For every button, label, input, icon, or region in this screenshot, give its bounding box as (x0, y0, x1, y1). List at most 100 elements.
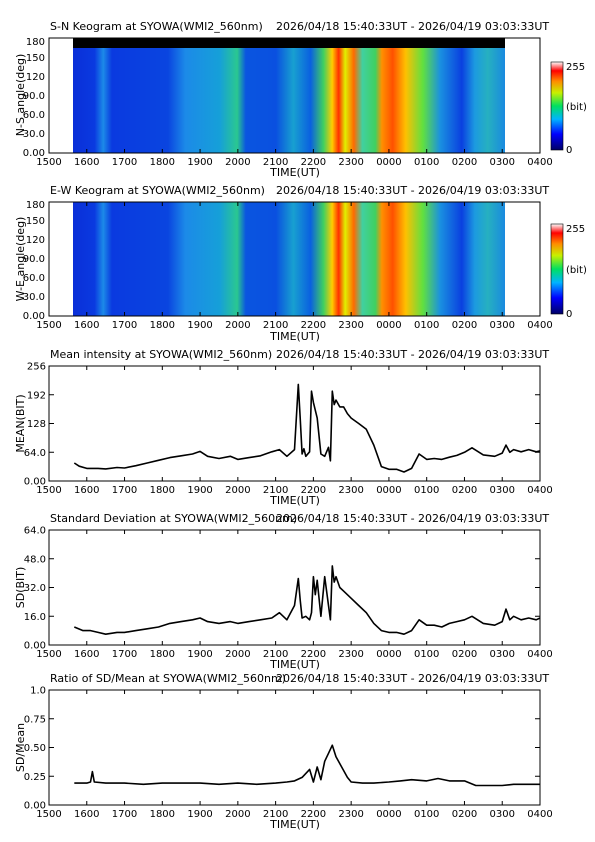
sn-ytick-0: 0.00 (23, 148, 45, 159)
mean-chart-title: Mean intensity at SYOWA(WMI2_560nm) (50, 348, 272, 361)
ew-ytick-0: 0.00 (23, 311, 45, 322)
sd-chart-ytick-label: 64.0 (24, 526, 46, 537)
mean-chart-panel: Mean intensity at SYOWA(WMI2_560nm) 2026/… (14, 348, 553, 507)
mean-chart-time-range: 2026/04/18 15:40:33UT - 2026/04/19 03:03… (276, 348, 549, 361)
sn-keogram-top-band (73, 38, 505, 48)
ew-keogram-image (73, 202, 505, 316)
sd-chart-ytick-label: 16.0 (24, 612, 46, 623)
ratio-chart-xtick-label: 2100 (263, 809, 288, 820)
sn-keogram-xtick-label: 2200 (301, 157, 326, 168)
sn-colorbar-min: 0 (566, 145, 572, 156)
ratio-chart-series-line (74, 744, 540, 787)
ratio-chart-xtick-label: 0400 (527, 809, 552, 820)
ratio-chart-time-range: 2026/04/18 15:40:33UT - 2026/04/19 03:03… (276, 672, 549, 685)
sn-colorbar-scale (550, 61, 564, 151)
sn-keogram-xtick-label: 0200 (452, 157, 477, 168)
sn-ytick-3: 90.0 (23, 91, 45, 102)
sd-chart-ytick-label: 0.00 (24, 641, 46, 652)
sd-chart-xlabel: TIME(UT) (269, 658, 320, 671)
sd-chart-frame (48, 529, 541, 646)
sd-chart-xtick-label: 1500 (36, 649, 61, 660)
ew-colorbar-unit: (bit) (566, 265, 587, 276)
ew-colorbar-min: 0 (566, 309, 572, 320)
sd-chart-time-range: 2026/04/18 15:40:33UT - 2026/04/19 03:03… (276, 512, 549, 525)
sn-keogram-y-ticks: 0.00 30.0 60.0 90.0 120 150 180 (23, 37, 45, 159)
sd-chart-xtick-label: 2000 (225, 649, 250, 660)
mean-chart-ytick-label: 256 (27, 362, 46, 373)
mean-chart-xtick-label: 2100 (263, 485, 288, 496)
sd-chart-xtick-label: 0000 (376, 649, 401, 660)
ew-ytick-4: 120 (26, 235, 45, 246)
ew-keogram-xtick-label: 1900 (187, 320, 212, 331)
ew-keogram-xtick-label: 2100 (263, 320, 288, 331)
ew-keogram-xtick-label: 1600 (74, 320, 99, 331)
ew-keogram-nodata (49, 202, 73, 316)
ew-keogram-time-range: 2026/04/18 15:40:33UT - 2026/04/19 03:03… (276, 184, 549, 197)
ratio-chart-ytick-label: 0.00 (24, 801, 46, 812)
sn-keogram-time-range: 2026/04/18 15:40:33UT - 2026/04/19 03:03… (276, 20, 549, 33)
sn-keogram-xtick-label: 0000 (376, 157, 401, 168)
sd-chart-ytick-label: 48.0 (24, 554, 46, 565)
ratio-chart-ytick-label: 0.25 (24, 772, 46, 783)
mean-chart-xtick-label: 2200 (301, 485, 326, 496)
sn-keogram-xlabel: TIME(UT) (269, 166, 320, 179)
mean-chart-series-line (73, 383, 541, 473)
ew-keogram-xtick-label: 1500 (36, 320, 61, 331)
sd-chart-xtick-label: 2300 (338, 649, 363, 660)
mean-chart-xtick-label: 1600 (74, 485, 99, 496)
ratio-chart-ytick-label: 1.0 (30, 686, 46, 697)
sn-keogram-xtick-label: 1700 (112, 157, 137, 168)
sd-chart-xtick-label: 2100 (263, 649, 288, 660)
sn-keogram-xtick-label: 1600 (74, 157, 99, 168)
ratio-chart-xtick-label: 0000 (376, 809, 401, 820)
ratio-chart-xtick-label: 1500 (36, 809, 61, 820)
sn-keogram-nodata (49, 38, 73, 153)
ew-ytick-3: 90.0 (23, 254, 45, 265)
sd-chart-xtick-label: 1700 (112, 649, 137, 660)
mean-chart-xtick-label: 1500 (36, 485, 61, 496)
sn-keogram-xtick-label: 2300 (338, 157, 363, 168)
ratio-chart-ytick-label: 0.75 (24, 714, 46, 725)
sd-chart-xtick-label: 0400 (527, 649, 552, 660)
ew-keogram-xtick-label: 1700 (112, 320, 137, 331)
sn-ytick-6: 180 (26, 37, 45, 48)
mean-chart-xtick-label: 1800 (150, 485, 175, 496)
sn-keogram-xtick-label: 2100 (263, 157, 288, 168)
sn-keogram-xtick-label: 1800 (150, 157, 175, 168)
sn-colorbar-unit: (bit) (566, 102, 587, 113)
sd-chart-panel: Standard Deviation at SYOWA(WMI2_560nm)2… (14, 512, 553, 671)
sn-colorbar: 255 (bit) 0 (550, 61, 587, 156)
line-charts: Mean intensity at SYOWA(WMI2_560nm) 2026/… (14, 348, 553, 831)
ratio-chart-xtick-label: 2000 (225, 809, 250, 820)
ew-keogram-xtick-label: 2000 (225, 320, 250, 331)
mean-chart-ylabel: MEAN(BIT) (14, 394, 27, 452)
sn-keogram-xtick-label: 1500 (36, 157, 61, 168)
sn-keogram-image (73, 38, 505, 153)
sn-colorbar-max: 255 (566, 62, 585, 73)
ew-ytick-5: 150 (26, 216, 45, 227)
ratio-chart-xtick-label: 2300 (338, 809, 363, 820)
ratio-chart-xtick-label: 0200 (452, 809, 477, 820)
ratio-chart-xtick-label: 1900 (187, 809, 212, 820)
sd-chart-xtick-label: 2200 (301, 649, 326, 660)
ratio-chart-panel: Ratio of SD/Mean at SYOWA(WMI2_560nm)202… (14, 672, 553, 831)
ew-keogram-panel: E-W Keogram at SYOWA(WMI2_560nm) 2026/04… (14, 184, 587, 343)
ratio-chart-xtick-label: 1800 (150, 809, 175, 820)
sn-keogram-xtick-label: 0100 (414, 157, 439, 168)
sn-ytick-4: 120 (26, 72, 45, 83)
sd-chart-xtick-label: 0200 (452, 649, 477, 660)
ew-keogram-xtick-label: 2300 (338, 320, 363, 331)
ratio-chart-xlabel: TIME(UT) (269, 818, 320, 831)
sd-chart-xtick-label: 1900 (187, 649, 212, 660)
ew-keogram-xtick-label: 0000 (376, 320, 401, 331)
sn-keogram-xtick-label: 1900 (187, 157, 212, 168)
ew-keogram-x-ticks: 1500 1600 1700 1800 1900 2000 2100 2200 2300 0000… (36, 202, 553, 331)
sd-chart-title: Standard Deviation at SYOWA(WMI2_560nm) (50, 512, 297, 525)
ew-keogram-xlabel: TIME(UT) (269, 330, 320, 343)
ew-ytick-6: 180 (26, 200, 45, 211)
ew-ytick-1: 30.0 (23, 292, 45, 303)
ew-keogram-xtick-label: 0300 (490, 320, 515, 331)
ratio-chart-title: Ratio of SD/Mean at SYOWA(WMI2_560nm) (50, 672, 286, 685)
sd-chart-series-line (73, 565, 541, 636)
